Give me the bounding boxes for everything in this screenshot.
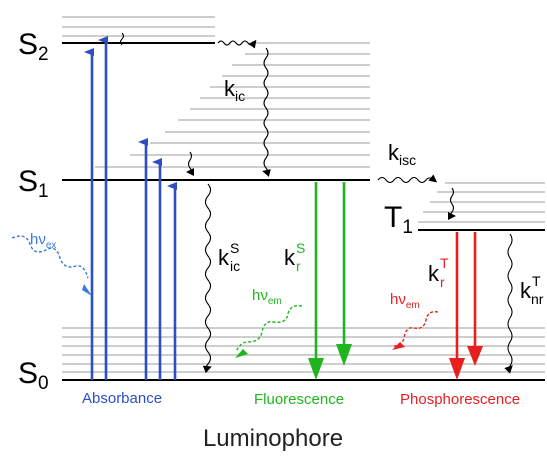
svg-text:k: k <box>218 245 230 270</box>
svg-text:r: r <box>296 258 301 274</box>
excitation-photon-arrowhead <box>82 284 92 296</box>
phosphorescence-arrowhead <box>449 358 465 380</box>
s2-vibrational-levels <box>62 16 215 37</box>
absorbance-label: Absorbance <box>82 390 162 407</box>
fluorescence-photon-wave <box>235 304 303 353</box>
phosphorescence-arrows <box>449 232 483 380</box>
svg-text:S: S <box>296 240 305 256</box>
kic-horizontal-wave <box>217 39 257 49</box>
phosphorescence-photon-arrowhead <box>392 342 405 350</box>
svg-text:T: T <box>440 255 449 271</box>
excitation-photon-label: hνex <box>30 231 56 251</box>
excitation-photon-wave <box>11 235 89 279</box>
t1-relaxation-wave <box>447 187 456 220</box>
fluorescence-arrows <box>308 182 352 380</box>
s2-relaxation-wave <box>119 32 125 46</box>
s0-vibrational-levels <box>62 327 545 373</box>
fluorescence-photon-label: hνem <box>252 287 282 307</box>
fluorescence-arrowhead <box>308 358 324 380</box>
kisc-label: kisc <box>388 140 416 168</box>
phosphorescence-photon-wave <box>393 310 439 347</box>
phosphorescence-label: Phosphorescence <box>400 391 520 408</box>
svg-text:k: k <box>284 245 296 270</box>
absorbance-arrows <box>84 36 177 380</box>
t1-label: T1 <box>384 201 413 238</box>
svg-text:T: T <box>532 273 541 289</box>
knr-t-wave <box>504 233 513 374</box>
fluorescence-arrowhead <box>336 344 352 366</box>
kic-s-wave <box>202 183 212 374</box>
svg-text:k: k <box>428 261 440 286</box>
svg-text:r: r <box>440 274 445 290</box>
t1-vibrational-levels <box>418 182 545 223</box>
s2-label: S2 <box>18 28 49 65</box>
knr-t-label: k T nr <box>520 273 544 307</box>
svg-text:k: k <box>520 278 532 303</box>
kr-t-label: k T r <box>428 255 449 290</box>
fluorescence-photon-arrowhead <box>235 349 248 358</box>
fluorescence-label: Fluorescence <box>254 391 344 408</box>
kr-s-label: k S r <box>284 240 305 274</box>
svg-text:S: S <box>230 240 239 256</box>
svg-text:nr: nr <box>531 291 544 307</box>
svg-text:ic: ic <box>230 258 240 274</box>
s1-relaxation-wave <box>186 151 195 176</box>
kisc-wave <box>377 174 438 184</box>
s1-vibrational-levels <box>95 42 370 168</box>
kic-vertical-wave <box>262 47 271 177</box>
kic-s-label: k S ic <box>218 240 240 274</box>
wavy-transitions <box>119 32 513 374</box>
s0-label: S0 <box>18 357 49 394</box>
diagram-caption: Luminophore <box>203 425 343 452</box>
phosphorescence-photon-label: hνem <box>390 291 420 311</box>
s1-label: S1 <box>18 165 49 202</box>
phosphorescence-arrowhead <box>467 346 483 366</box>
kic-label: kic <box>224 76 245 104</box>
